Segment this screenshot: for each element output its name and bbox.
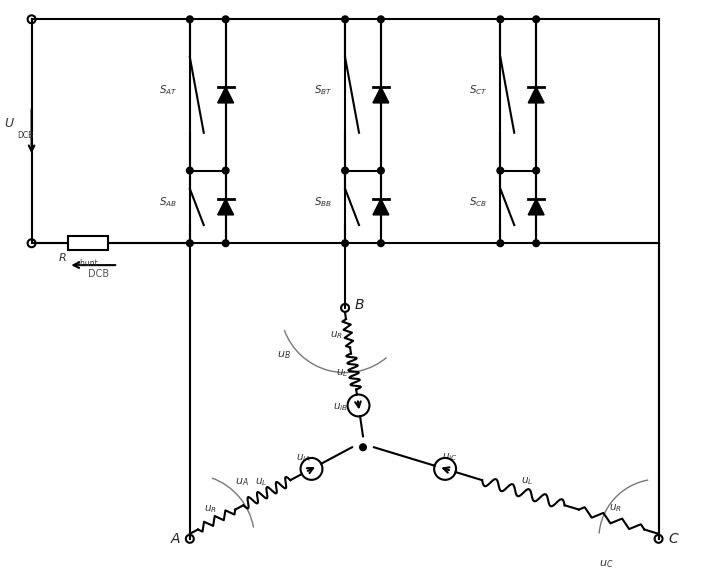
- Text: $S_{AT}$: $S_{AT}$: [159, 83, 177, 97]
- Circle shape: [360, 444, 366, 450]
- Circle shape: [187, 168, 193, 173]
- Text: $S_{CB}$: $S_{CB}$: [469, 195, 487, 209]
- Polygon shape: [373, 87, 389, 103]
- Circle shape: [187, 16, 193, 22]
- Polygon shape: [529, 87, 544, 103]
- Text: B: B: [355, 298, 365, 312]
- Text: $S_{BB}$: $S_{BB}$: [314, 195, 332, 209]
- Circle shape: [342, 240, 348, 246]
- Text: $S_{BT}$: $S_{BT}$: [314, 83, 332, 97]
- Circle shape: [378, 168, 384, 173]
- Text: $S_{AB}$: $S_{AB}$: [159, 195, 177, 209]
- Text: $u_R$: $u_R$: [330, 329, 343, 341]
- Text: DCB: DCB: [17, 131, 34, 140]
- Text: $S_{CT}$: $S_{CT}$: [469, 83, 488, 97]
- Polygon shape: [373, 199, 389, 215]
- Circle shape: [378, 16, 384, 22]
- Text: $R$: $R$: [58, 251, 66, 263]
- Text: $u_{iC}$: $u_{iC}$: [443, 452, 458, 463]
- Polygon shape: [529, 199, 544, 215]
- Text: $u_B$: $u_B$: [277, 350, 291, 361]
- Circle shape: [533, 240, 539, 246]
- Text: $u_L$: $u_L$: [521, 475, 533, 487]
- Text: $u_L$: $u_L$: [336, 367, 348, 379]
- Polygon shape: [218, 87, 234, 103]
- Polygon shape: [218, 199, 234, 215]
- Circle shape: [533, 168, 539, 173]
- Text: $u_R$: $u_R$: [609, 502, 622, 514]
- Text: C: C: [669, 532, 678, 546]
- Text: $u_C$: $u_C$: [599, 559, 613, 570]
- Circle shape: [187, 240, 193, 246]
- Text: $u_{iA}$: $u_{iA}$: [295, 452, 310, 464]
- Circle shape: [342, 168, 348, 173]
- Circle shape: [222, 240, 229, 246]
- Circle shape: [222, 168, 229, 173]
- Text: A: A: [170, 532, 180, 546]
- Text: $U$: $U$: [4, 117, 15, 130]
- Text: $u_L$: $u_L$: [255, 476, 267, 488]
- Circle shape: [497, 168, 503, 173]
- Text: DCB: DCB: [87, 269, 109, 279]
- Text: $u_{iB}$: $u_{iB}$: [334, 401, 348, 413]
- Circle shape: [497, 16, 503, 22]
- Text: $u_A$: $u_A$: [235, 476, 248, 488]
- Circle shape: [378, 240, 384, 246]
- Circle shape: [533, 16, 539, 22]
- Bar: [69, 236, 108, 250]
- Text: $u_R$: $u_R$: [204, 503, 217, 515]
- Circle shape: [342, 16, 348, 22]
- Text: shunt: shunt: [77, 258, 98, 268]
- Circle shape: [497, 240, 503, 246]
- Circle shape: [222, 16, 229, 22]
